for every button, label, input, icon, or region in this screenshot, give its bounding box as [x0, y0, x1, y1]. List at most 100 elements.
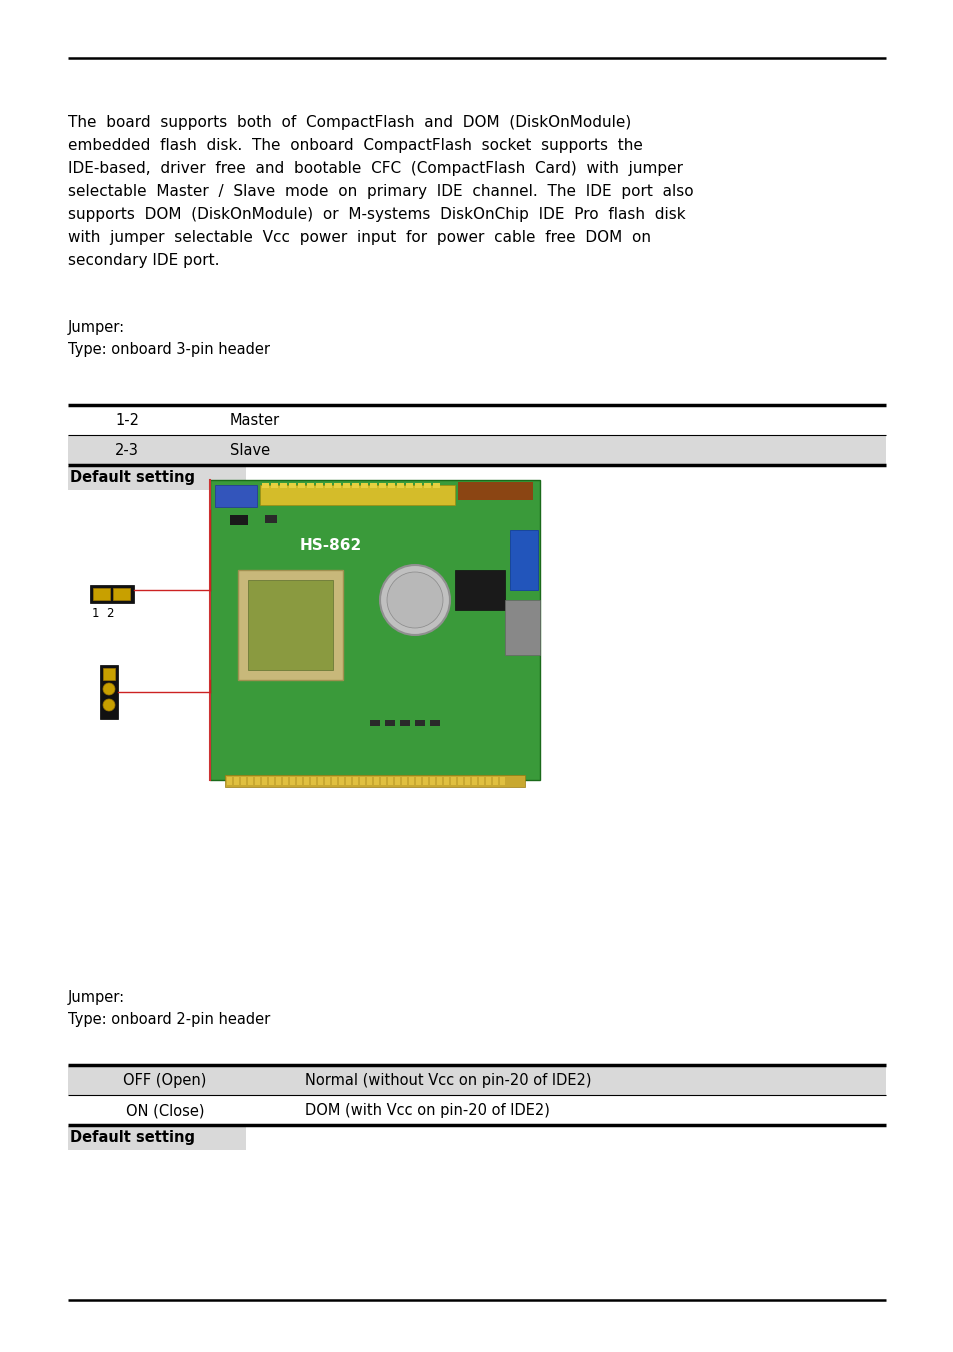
Bar — [290, 777, 294, 786]
Bar — [510, 530, 537, 589]
Bar — [315, 483, 323, 488]
Bar — [395, 777, 399, 786]
Text: Normal (without Vcc on pin-20 of IDE2): Normal (without Vcc on pin-20 of IDE2) — [305, 1073, 591, 1088]
Text: Type: onboard 2-pin header: Type: onboard 2-pin header — [68, 1013, 270, 1028]
Bar — [68, 435, 885, 465]
Bar — [430, 721, 439, 726]
Bar — [297, 483, 305, 488]
Bar — [100, 665, 118, 719]
Bar — [112, 588, 130, 600]
Bar — [378, 483, 386, 488]
Bar — [103, 668, 115, 680]
Bar — [280, 483, 287, 488]
Bar — [248, 580, 333, 671]
Bar — [401, 777, 407, 786]
Bar — [472, 777, 476, 786]
Bar — [265, 515, 276, 523]
Text: Default setting: Default setting — [70, 1130, 194, 1145]
Bar — [485, 777, 491, 786]
Bar — [275, 777, 281, 786]
Bar — [210, 480, 539, 780]
Bar — [409, 777, 414, 786]
Bar — [262, 483, 269, 488]
Text: IDE-based,  driver  free  and  bootable  CFC  (CompactFlash  Card)  with  jumper: IDE-based, driver free and bootable CFC … — [68, 161, 682, 176]
Bar — [307, 483, 314, 488]
Bar — [325, 483, 332, 488]
Bar — [457, 777, 462, 786]
Text: Default setting: Default setting — [70, 470, 194, 485]
Bar — [271, 483, 277, 488]
Bar — [416, 777, 420, 786]
Bar — [283, 777, 288, 786]
Bar — [359, 777, 365, 786]
Circle shape — [379, 565, 450, 635]
Bar — [374, 777, 378, 786]
Bar — [260, 485, 455, 506]
Bar — [436, 777, 441, 786]
Bar — [237, 571, 343, 680]
Bar — [443, 777, 449, 786]
Bar — [430, 777, 435, 786]
Text: Jumper:: Jumper: — [68, 320, 125, 335]
Bar — [214, 485, 256, 507]
Circle shape — [103, 683, 115, 695]
Text: The  board  supports  both  of  CompactFlash  and  DOM  (DiskOnModule): The board supports both of CompactFlash … — [68, 115, 631, 130]
Bar — [399, 721, 410, 726]
Bar — [230, 515, 248, 525]
Bar — [370, 483, 376, 488]
Bar — [227, 777, 232, 786]
Bar — [388, 777, 393, 786]
Bar — [262, 777, 267, 786]
Bar — [332, 777, 336, 786]
Bar — [90, 585, 133, 603]
Bar — [353, 777, 357, 786]
Text: Master: Master — [230, 412, 280, 429]
Bar — [396, 483, 403, 488]
Bar — [254, 777, 260, 786]
Bar — [415, 483, 421, 488]
Bar — [269, 777, 274, 786]
Bar — [317, 777, 323, 786]
Bar — [233, 777, 239, 786]
Bar — [367, 777, 372, 786]
Text: 2-3: 2-3 — [115, 443, 139, 458]
Bar — [451, 777, 456, 786]
Text: Jumper:: Jumper: — [68, 990, 125, 1005]
Bar — [334, 483, 340, 488]
Circle shape — [387, 572, 442, 627]
Bar — [68, 1095, 885, 1125]
Bar — [68, 406, 885, 435]
Text: Type: onboard 3-pin header: Type: onboard 3-pin header — [68, 342, 270, 357]
Bar — [385, 721, 395, 726]
Bar — [311, 777, 315, 786]
Bar — [68, 1126, 246, 1151]
Bar — [388, 483, 395, 488]
Text: secondary IDE port.: secondary IDE port. — [68, 253, 219, 268]
Bar — [464, 777, 470, 786]
Text: selectable  Master  /  Slave  mode  on  primary  IDE  channel.  The  IDE  port  : selectable Master / Slave mode on primar… — [68, 184, 693, 199]
Bar — [499, 777, 504, 786]
Bar — [92, 588, 110, 600]
Text: with  jumper  selectable  Vcc  power  input  for  power  cable  free  DOM  on: with jumper selectable Vcc power input f… — [68, 230, 650, 245]
Text: 1  2: 1 2 — [91, 607, 114, 621]
Bar — [352, 483, 358, 488]
Bar — [325, 777, 330, 786]
Bar — [415, 721, 424, 726]
Bar — [304, 777, 309, 786]
Bar — [343, 483, 350, 488]
Text: Slave: Slave — [230, 443, 270, 458]
Bar — [433, 483, 439, 488]
Bar — [406, 483, 413, 488]
Bar — [457, 483, 533, 500]
Bar — [504, 600, 539, 654]
Bar — [423, 483, 431, 488]
Text: ON (Close): ON (Close) — [126, 1103, 204, 1118]
Bar — [360, 483, 368, 488]
Text: DOM (with Vcc on pin-20 of IDE2): DOM (with Vcc on pin-20 of IDE2) — [305, 1103, 549, 1118]
Circle shape — [103, 699, 115, 711]
Bar — [346, 777, 351, 786]
Bar — [455, 571, 504, 610]
Bar — [338, 777, 344, 786]
Bar — [370, 721, 379, 726]
Bar — [248, 777, 253, 786]
